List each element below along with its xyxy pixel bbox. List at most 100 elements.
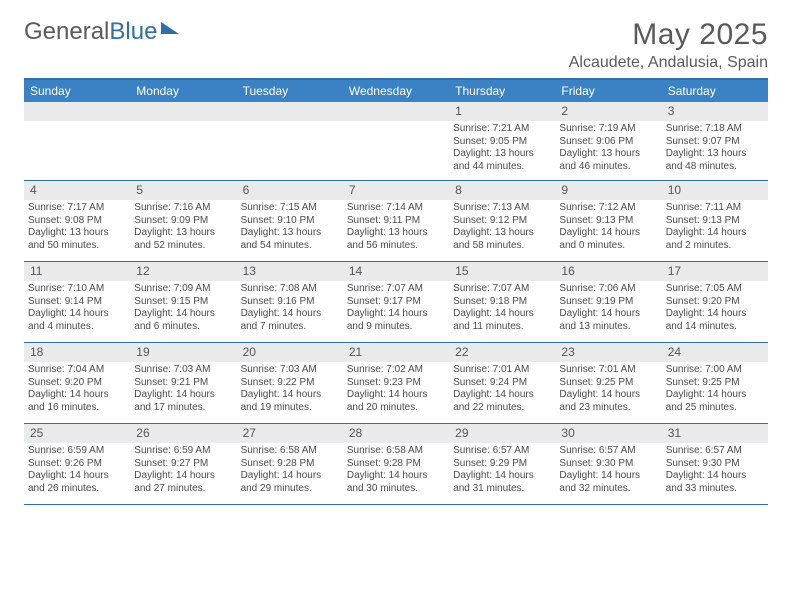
calendar-cell: 6Sunrise: 7:15 AMSunset: 9:10 PMDaylight… (237, 181, 343, 261)
calendar-cell: 1Sunrise: 7:21 AMSunset: 9:05 PMDaylight… (449, 102, 555, 180)
day-number: 28 (343, 424, 449, 443)
sunset-text: Sunset: 9:25 PM (666, 377, 764, 390)
day-details: Sunrise: 6:57 AMSunset: 9:30 PMDaylight:… (662, 445, 768, 499)
weekday-label: Thursday (449, 80, 555, 102)
sunrise-text: Sunrise: 7:12 AM (559, 202, 657, 215)
daylight-text: Daylight: 14 hours and 31 minutes. (453, 470, 551, 495)
daylight-text: Daylight: 14 hours and 32 minutes. (559, 470, 657, 495)
daylight-text: Daylight: 13 hours and 46 minutes. (559, 148, 657, 173)
day-details: Sunrise: 7:06 AMSunset: 9:19 PMDaylight:… (555, 283, 661, 337)
day-number: 27 (237, 424, 343, 443)
day-number: 23 (555, 343, 661, 362)
calendar: Sunday Monday Tuesday Wednesday Thursday… (24, 78, 768, 505)
sunset-text: Sunset: 9:19 PM (559, 296, 657, 309)
day-number: 30 (555, 424, 661, 443)
sunrise-text: Sunrise: 7:13 AM (453, 202, 551, 215)
sunrise-text: Sunrise: 7:11 AM (666, 202, 764, 215)
day-number: 7 (343, 181, 449, 200)
day-details: Sunrise: 7:17 AMSunset: 9:08 PMDaylight:… (24, 202, 130, 256)
day-details: Sunrise: 7:15 AMSunset: 9:10 PMDaylight:… (237, 202, 343, 256)
calendar-cell: 27Sunrise: 6:58 AMSunset: 9:28 PMDayligh… (237, 424, 343, 504)
calendar-cell: 11Sunrise: 7:10 AMSunset: 9:14 PMDayligh… (24, 262, 130, 342)
sunrise-text: Sunrise: 7:05 AM (666, 283, 764, 296)
day-details: Sunrise: 7:07 AMSunset: 9:18 PMDaylight:… (449, 283, 555, 337)
calendar-cell: 16 Sunrise: 7:06 AMSunset: 9:19 PMDayligh… (555, 262, 661, 342)
month-title: May 2025 (569, 18, 768, 52)
day-number: 18 (24, 343, 130, 362)
daylight-text: Daylight: 13 hours and 52 minutes. (134, 227, 232, 252)
day-number: 25 (24, 424, 130, 443)
daylight-text: Daylight: 14 hours and 25 minutes. (666, 389, 764, 414)
day-details: Sunrise: 7:02 AMSunset: 9:23 PMDaylight:… (343, 364, 449, 418)
sunrise-text: Sunrise: 7:16 AM (134, 202, 232, 215)
day-details: Sunrise: 7:10 AMSunset: 9:14 PMDaylight:… (24, 283, 130, 337)
title-block: May 2025 Alcaudete, Andalusia, Spain (569, 18, 768, 72)
daylight-text: Daylight: 14 hours and 16 minutes. (28, 389, 126, 414)
day-number: 5 (130, 181, 236, 200)
day-details: Sunrise: 7:05 AMSunset: 9:20 PMDaylight:… (662, 283, 768, 337)
day-number: 22 (449, 343, 555, 362)
sunset-text: Sunset: 9:14 PM (28, 296, 126, 309)
sunrise-text: Sunrise: 7:01 AM (559, 364, 657, 377)
daylight-text: Daylight: 14 hours and 22 minutes. (453, 389, 551, 414)
daylight-text: Daylight: 14 hours and 9 minutes. (347, 308, 445, 333)
sunrise-text: Sunrise: 7:02 AM (347, 364, 445, 377)
day-details: Sunrise: 6:57 AMSunset: 9:30 PMDaylight:… (555, 445, 661, 499)
day-details: Sunrise: 6:58 AMSunset: 9:28 PMDaylight:… (343, 445, 449, 499)
day-details: Sunrise: 7:09 AMSunset: 9:15 PMDaylight:… (130, 283, 236, 337)
daylight-text: Daylight: 14 hours and 13 minutes. (559, 308, 657, 333)
calendar-cell: 2Sunrise: 7:19 AMSunset: 9:06 PMDaylight… (555, 102, 661, 180)
calendar-cell: 24 Sunrise: 7:00 AMSunset: 9:25 PMDayligh… (662, 343, 768, 423)
daylight-text: Daylight: 13 hours and 48 minutes. (666, 148, 764, 173)
daylight-text: Daylight: 13 hours and 44 minutes. (453, 148, 551, 173)
sunrise-text: Sunrise: 6:59 AM (28, 445, 126, 458)
calendar-cell: 19 Sunrise: 7:03 AMSunset: 9:21 PMDayligh… (130, 343, 236, 423)
sunrise-text: Sunrise: 7:03 AM (134, 364, 232, 377)
day-details: Sunrise: 7:11 AMSunset: 9:13 PMDaylight:… (662, 202, 768, 256)
weekday-label: Sunday (24, 80, 130, 102)
sunrise-text: Sunrise: 7:07 AM (453, 283, 551, 296)
sunset-text: Sunset: 9:10 PM (241, 215, 339, 228)
sunrise-text: Sunrise: 7:08 AM (241, 283, 339, 296)
calendar-week: 4Sunrise: 7:17 AMSunset: 9:08 PMDaylight… (24, 181, 768, 262)
day-details: Sunrise: 7:01 AMSunset: 9:24 PMDaylight:… (449, 364, 555, 418)
daylight-text: Daylight: 14 hours and 26 minutes. (28, 470, 126, 495)
calendar-week: 18Sunrise: 7:04 AMSunset: 9:20 PMDayligh… (24, 343, 768, 424)
sunset-text: Sunset: 9:15 PM (134, 296, 232, 309)
sunset-text: Sunset: 9:05 PM (453, 136, 551, 149)
sunset-text: Sunset: 9:16 PM (241, 296, 339, 309)
calendar-cell: 29Sunrise: 6:57 AMSunset: 9:29 PMDayligh… (449, 424, 555, 504)
daylight-text: Daylight: 13 hours and 58 minutes. (453, 227, 551, 252)
daylight-text: Daylight: 14 hours and 4 minutes. (28, 308, 126, 333)
sunrise-text: Sunrise: 7:00 AM (666, 364, 764, 377)
daylight-text: Daylight: 14 hours and 11 minutes. (453, 308, 551, 333)
sunset-text: Sunset: 9:28 PM (241, 458, 339, 471)
day-details: Sunrise: 7:01 AMSunset: 9:25 PMDaylight:… (555, 364, 661, 418)
day-details: Sunrise: 7:03 AMSunset: 9:21 PMDaylight:… (130, 364, 236, 418)
day-number: 24 (662, 343, 768, 362)
sunrise-text: Sunrise: 7:03 AM (241, 364, 339, 377)
weekday-label: Monday (130, 80, 236, 102)
day-number: . (130, 102, 236, 121)
day-number: . (343, 102, 449, 121)
sunset-text: Sunset: 9:13 PM (559, 215, 657, 228)
day-number: 16 (555, 262, 661, 281)
sunset-text: Sunset: 9:27 PM (134, 458, 232, 471)
calendar-week: 11Sunrise: 7:10 AMSunset: 9:14 PMDayligh… (24, 262, 768, 343)
daylight-text: Daylight: 14 hours and 30 minutes. (347, 470, 445, 495)
weekday-label: Friday (555, 80, 661, 102)
daylight-text: Daylight: 14 hours and 23 minutes. (559, 389, 657, 414)
calendar-cell: 4Sunrise: 7:17 AMSunset: 9:08 PMDaylight… (24, 181, 130, 261)
sunset-text: Sunset: 9:12 PM (453, 215, 551, 228)
day-number: 19 (130, 343, 236, 362)
day-number: 10 (662, 181, 768, 200)
calendar-cell: 18Sunrise: 7:04 AMSunset: 9:20 PMDayligh… (24, 343, 130, 423)
day-details: Sunrise: 7:18 AMSunset: 9:07 PMDaylight:… (662, 123, 768, 177)
calendar-cell: 15Sunrise: 7:07 AMSunset: 9:18 PMDayligh… (449, 262, 555, 342)
day-number: 21 (343, 343, 449, 362)
calendar-cell: 8Sunrise: 7:13 AMSunset: 9:12 PMDaylight… (449, 181, 555, 261)
daylight-text: Daylight: 14 hours and 19 minutes. (241, 389, 339, 414)
sunrise-text: Sunrise: 7:04 AM (28, 364, 126, 377)
daylight-text: Daylight: 13 hours and 50 minutes. (28, 227, 126, 252)
day-details: Sunrise: 7:14 AMSunset: 9:11 PMDaylight:… (343, 202, 449, 256)
